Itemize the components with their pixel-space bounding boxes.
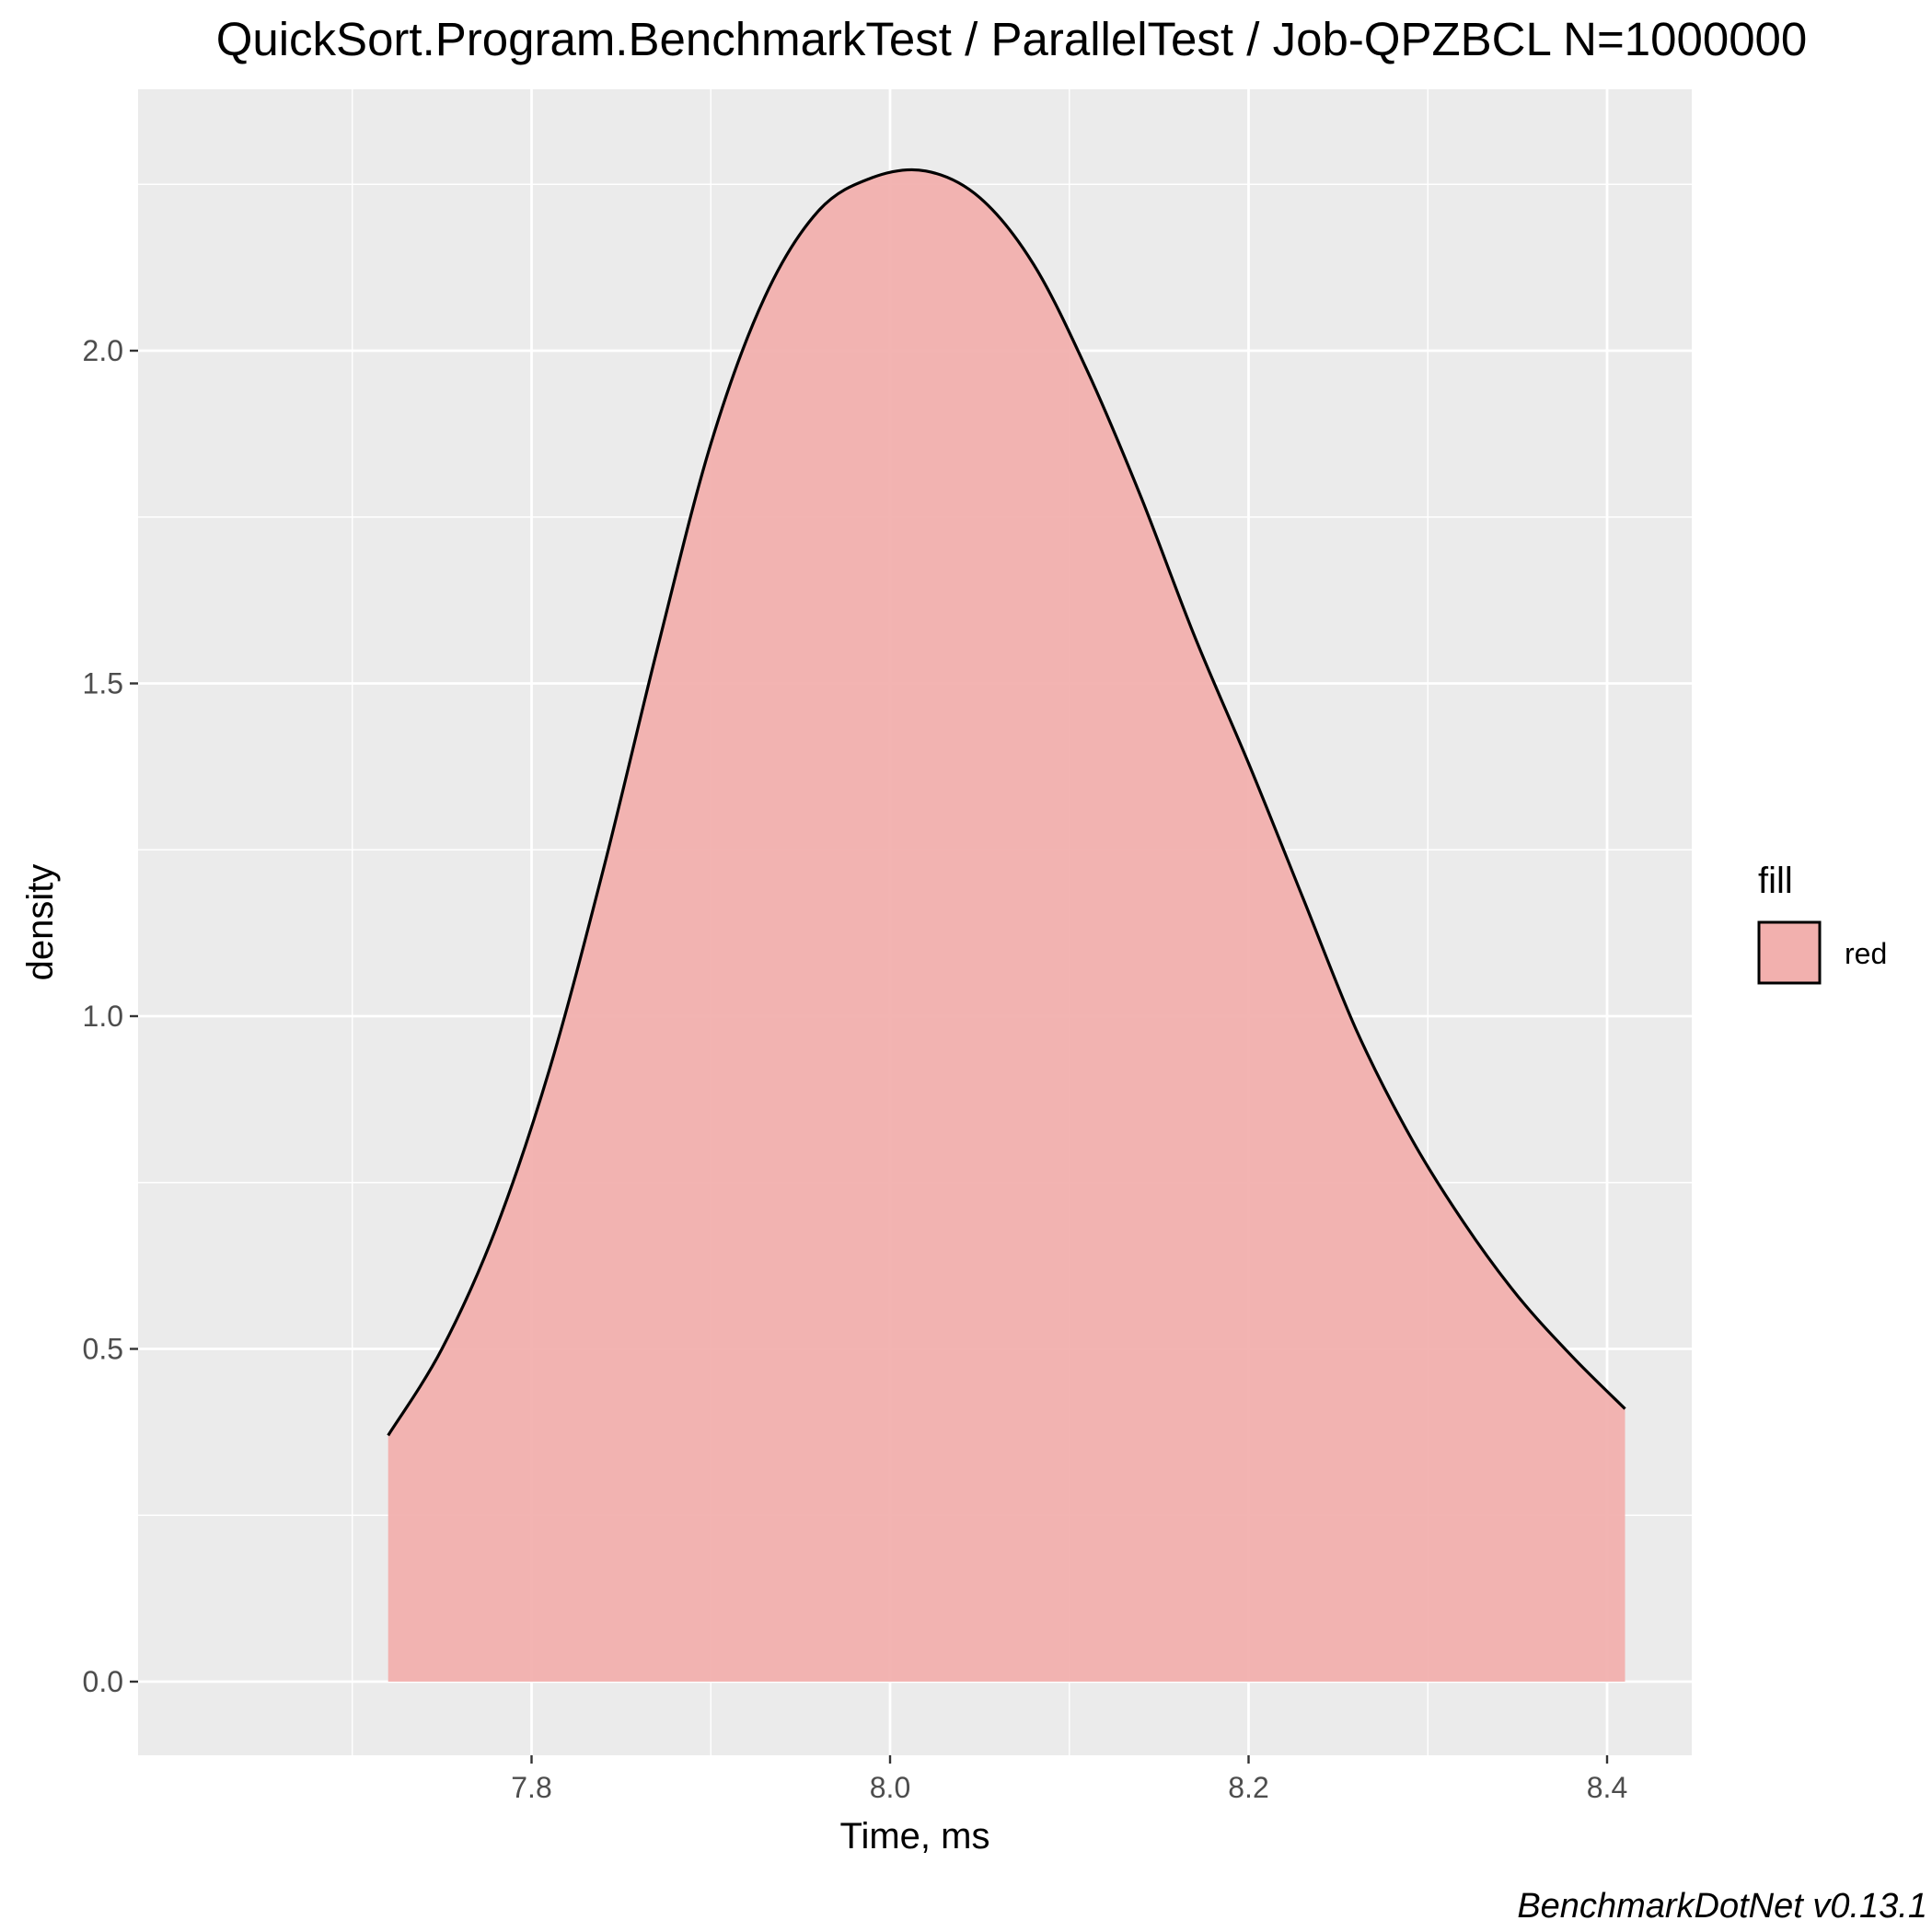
legend-key-red: [1757, 920, 1822, 985]
y-tick-label: 0.5: [83, 1333, 123, 1366]
x-axis: 7.8 8.0 8.2 8.4: [511, 1755, 1627, 1804]
legend: fill red: [1757, 861, 1887, 985]
x-tick-label: 8.0: [870, 1771, 910, 1804]
y-tick-label: 1.5: [83, 667, 123, 700]
x-tick-label: 8.2: [1228, 1771, 1268, 1804]
x-axis-title: Time, ms: [840, 1816, 990, 1857]
caption: BenchmarkDotNet v0.13.1: [1517, 1887, 1927, 1926]
y-tick-label: 2.0: [83, 334, 123, 367]
density-curve: [387, 168, 1626, 1437]
legend-label-red: red: [1845, 937, 1887, 970]
y-tick-label: 0.0: [83, 1665, 123, 1698]
legend-title: fill: [1758, 861, 1793, 901]
y-axis: 0.0 0.5 1.0 1.5 2.0: [83, 334, 138, 1698]
y-tick-label: 1.0: [83, 1000, 123, 1033]
density-area: [388, 169, 1625, 1682]
y-axis-title: density: [20, 864, 61, 981]
x-tick-label: 8.4: [1587, 1771, 1627, 1804]
chart-title: QuickSort.Program.BenchmarkTest / Parall…: [216, 13, 1808, 65]
x-tick-label: 7.8: [511, 1771, 551, 1804]
